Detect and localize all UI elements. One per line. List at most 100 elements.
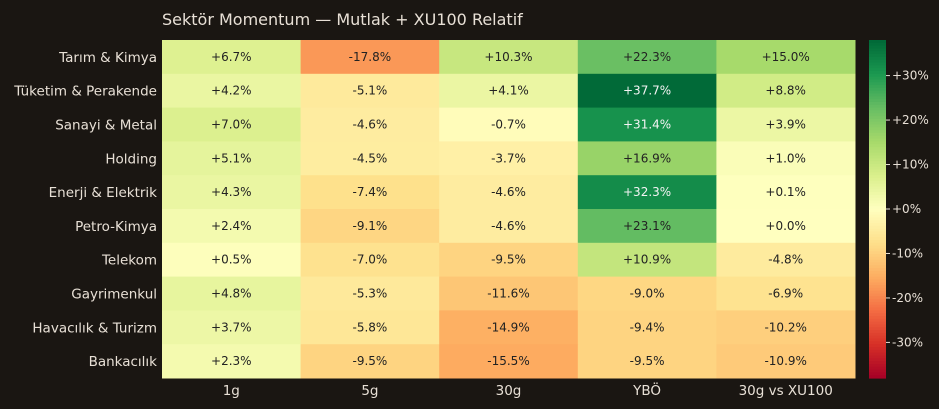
colorbar-segment: [869, 130, 886, 134]
cell-value-label: -4.5%: [352, 151, 387, 165]
cell-value-label: -9.5%: [491, 253, 526, 267]
column-label: YBÖ: [632, 381, 661, 399]
colorbar-tick-label: +30%: [892, 69, 929, 83]
colorbar-segment: [869, 70, 886, 75]
heatmap-cell: [716, 209, 856, 244]
colorbar-segment: [869, 338, 886, 342]
colorbar-segment: [869, 59, 886, 64]
cell-value-label: -9.4%: [630, 320, 665, 334]
colorbar-segment: [869, 192, 886, 196]
colorbar-segment: [869, 321, 886, 326]
cell-value-label: +4.8%: [211, 287, 252, 301]
colorbar-segment: [869, 116, 886, 120]
colorbar-segment: [869, 299, 886, 303]
colorbar-segment: [869, 147, 886, 151]
colorbar-segment: [869, 251, 886, 255]
heatmap-cell: [162, 344, 302, 379]
colorbar-segment: [869, 307, 886, 311]
colorbar-segment: [869, 324, 886, 328]
colorbar-segment: [869, 152, 886, 157]
colorbar-segment: [869, 268, 886, 272]
colorbar-segment: [869, 107, 886, 112]
cell-value-label: -4.6%: [491, 185, 526, 199]
heatmap-cell: [162, 141, 302, 176]
cell-value-label: +0.5%: [211, 253, 252, 267]
cell-value-label: -10.2%: [764, 320, 806, 334]
colorbar-segment: [869, 330, 886, 334]
heatmap-cell: [439, 344, 579, 379]
heatmap-cell: [577, 242, 717, 278]
colorbar-segment: [869, 138, 886, 142]
heatmap-cell: [439, 73, 579, 109]
row-label: Enerji & Elektrik: [49, 185, 158, 201]
heatmap-cell: [716, 40, 856, 75]
heatmap-cell: [300, 276, 440, 311]
heatmap-cell: [300, 73, 440, 109]
cell-value-label: +37.7%: [623, 84, 671, 98]
cell-value-label: -17.8%: [349, 50, 391, 64]
colorbar-segment: [869, 290, 886, 295]
heatmap-cell: [300, 141, 440, 176]
heatmap-cell: [577, 40, 717, 75]
cell-value-label: -9.5%: [352, 354, 387, 368]
colorbar-segment: [869, 369, 886, 373]
colorbar-segment: [869, 101, 886, 106]
heatmap-cell: [716, 344, 856, 379]
colorbar-segment: [869, 270, 886, 275]
heatmap-cell: [577, 209, 717, 244]
row-label: Havacılık & Turizm: [32, 320, 157, 336]
colorbar-segment: [869, 301, 886, 306]
colorbar-segment: [869, 135, 886, 140]
heatmap-cell: [577, 175, 717, 210]
colorbar-segment: [869, 48, 886, 52]
colorbar-segment: [869, 197, 886, 202]
colorbar-tick-label: +20%: [892, 113, 929, 127]
cell-value-label: -11.6%: [487, 287, 529, 301]
heatmap-cell: [300, 175, 440, 210]
cell-value-label: +8.8%: [765, 84, 806, 98]
colorbar-segment: [869, 316, 886, 320]
cell-value-label: -9.5%: [630, 354, 665, 368]
colorbar-segment: [869, 248, 886, 252]
heatmap-cell: [162, 73, 302, 109]
colorbar-segment: [869, 45, 886, 50]
colorbar-segment: [869, 372, 886, 376]
colorbar-segment: [869, 65, 886, 69]
colorbar-segment: [869, 118, 886, 123]
colorbar-segment: [869, 265, 886, 269]
heatmap-cell: [716, 242, 856, 278]
column-labels: 1g 5g 30g YBÖ 30g vs XU100: [223, 381, 833, 399]
colorbar-segment: [869, 73, 886, 78]
cell-value-label: -5.8%: [352, 320, 387, 334]
colorbar-segment: [869, 285, 886, 289]
column-label: 1g: [223, 383, 240, 399]
colorbar-segment: [869, 110, 886, 114]
cell-value-label: +22.3%: [623, 50, 671, 64]
row-label: Tarım & Kimya: [58, 50, 157, 66]
heatmap-cell: [577, 310, 717, 345]
colorbar-segment: [869, 344, 886, 348]
colorbar-segment: [869, 42, 886, 47]
colorbar-segment: [869, 239, 886, 244]
colorbar-segment: [869, 175, 886, 179]
colorbar-segment: [869, 223, 886, 227]
colorbar-segment: [869, 56, 886, 61]
cell-value-label: -4.6%: [491, 219, 526, 233]
heatmap-cell: [716, 141, 856, 176]
colorbar-segment: [869, 225, 886, 230]
colorbar-segment: [869, 318, 886, 323]
colorbar-segment: [869, 124, 886, 128]
heatmap-cell: [439, 175, 579, 210]
colorbar-tick-label: -30%: [892, 335, 923, 349]
heatmap-cells: +6.7% -17.8% +10.3% +22.3% +15.0% +4.2% -5.1% +…: [162, 40, 856, 379]
colorbar-segment: [869, 144, 886, 148]
heatmap-cell: [162, 276, 302, 311]
colorbar-segment: [869, 209, 886, 213]
cell-value-label: +3.7%: [211, 320, 252, 334]
colorbar-segment: [869, 217, 886, 221]
colorbar-segment: [869, 327, 886, 331]
heatmap-cell: [300, 107, 440, 142]
cell-value-label: +2.4%: [211, 219, 252, 233]
heatmap-cell: [162, 107, 302, 142]
